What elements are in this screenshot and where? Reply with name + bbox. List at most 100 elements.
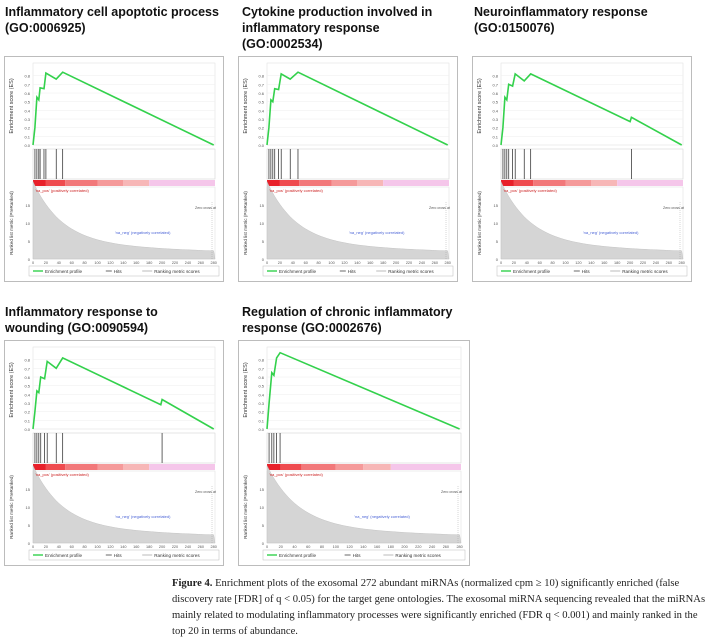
- color-bar-segment: [331, 180, 358, 186]
- rank-tick-label: 15: [26, 487, 31, 492]
- x-tick-label: 140: [360, 545, 366, 549]
- x-tick-label: 120: [346, 545, 352, 549]
- x-tick-label: 240: [419, 261, 425, 265]
- color-bar-segment: [65, 464, 98, 470]
- rank-tick-label: 0: [28, 541, 31, 546]
- es-tick-label: 0.6: [24, 91, 30, 96]
- ranking-metric-area: [266, 465, 462, 544]
- x-tick-label: 40: [57, 545, 61, 549]
- x-tick-label: 0: [32, 545, 34, 549]
- legend-ranking-label: Ranking metric scores: [154, 553, 200, 558]
- legend-enrichment-label: Enrichment profile: [513, 269, 550, 274]
- es-tick-label: 0.1: [492, 134, 498, 139]
- x-tick-label: 280: [456, 545, 462, 549]
- es-tick-label: 0.5: [24, 384, 30, 389]
- legend-hits-label: Hits: [348, 269, 357, 274]
- x-tick-label: 80: [317, 261, 321, 265]
- color-bar-segment: [357, 180, 384, 186]
- rank-tick-label: 15: [260, 487, 265, 492]
- color-bar-segment: [267, 464, 281, 470]
- x-tick-label: 260: [666, 261, 672, 265]
- es-tick-label: 0.0: [24, 427, 30, 432]
- panel-title: Cytokine production involved in inflammat…: [242, 5, 433, 51]
- es-tick-label: 0.1: [258, 134, 264, 139]
- x-tick-label: 260: [198, 545, 204, 549]
- neg-label: 'na_neg' (negatively correlated): [115, 230, 171, 235]
- x-tick-label: 120: [341, 261, 347, 265]
- x-tick-label: 60: [70, 545, 74, 549]
- gsea-plot-1: 0.8 0.7 0.6 0.5 0.4 0.3 0.2 0.1 0.0 Enrichment sc…: [238, 56, 458, 282]
- color-bar-segment: [299, 180, 332, 186]
- es-tick-label: 0.6: [258, 91, 264, 96]
- color-bar-segment: [565, 180, 592, 186]
- pos-label: 'na_pos' (positively correlated): [35, 472, 89, 477]
- x-tick-label: 140: [120, 545, 126, 549]
- rank-tick-label: 5: [262, 523, 265, 528]
- x-tick-label: 60: [306, 545, 310, 549]
- es-tick-label: 0.7: [258, 366, 264, 371]
- color-bar-segment: [97, 464, 124, 470]
- es-tick-label: 0.2: [258, 126, 264, 131]
- panel-title: Regulation of chronic inflammatory respon…: [242, 305, 453, 335]
- legend-enrichment-label: Enrichment profile: [279, 553, 316, 558]
- x-tick-label: 140: [120, 261, 126, 265]
- es-tick-label: 0.4: [258, 392, 264, 397]
- color-bar-segment: [123, 464, 150, 470]
- color-bar-segment: [280, 464, 302, 470]
- panel-title: Neuroinflammatory response (GO:0150076): [474, 5, 648, 35]
- es-curve: [266, 351, 460, 430]
- es-axis-label: Enrichment score (ES): [243, 362, 249, 417]
- es-tick-label: 0.3: [24, 117, 30, 122]
- x-tick-label: 220: [415, 545, 421, 549]
- x-tick-label: 20: [44, 261, 48, 265]
- es-curve: [32, 71, 215, 146]
- rank-tick-label: 5: [496, 239, 499, 244]
- rank-tick-label: 10: [260, 505, 265, 510]
- legend-box: [262, 265, 454, 277]
- color-bar-segment: [65, 180, 98, 186]
- x-tick-label: 80: [83, 261, 87, 265]
- x-tick-label: 140: [354, 261, 360, 265]
- x-tick-label: 180: [146, 545, 152, 549]
- x-tick-label: 100: [94, 545, 100, 549]
- rank-axis-label: Ranked list metric (PreRanked): [9, 191, 14, 255]
- x-tick-label: 240: [653, 261, 659, 265]
- rank-axis-label: Ranked list metric (PreRanked): [477, 191, 482, 255]
- zero-cross-label: Zero cross at: [195, 490, 216, 494]
- x-tick-label: 160: [374, 545, 380, 549]
- x-tick-label: 120: [575, 261, 581, 265]
- color-bar-segment: [533, 180, 566, 186]
- zero-cross-label: Zero cross at: [429, 206, 450, 210]
- es-tick-label: 0.0: [258, 143, 264, 148]
- x-tick-label: 240: [185, 545, 191, 549]
- x-tick-label: 180: [146, 261, 152, 265]
- gsea-svg: 0.8 0.7 0.6 0.5 0.4 0.3 0.2 0.1 0.0 Enrichment sc…: [243, 346, 466, 561]
- legend-box: [496, 265, 688, 277]
- es-tick-label: 0.3: [258, 401, 264, 406]
- figure-caption: Figure 4. Enrichment plots of the exosom…: [172, 576, 707, 640]
- es-tick-label: 0.2: [258, 410, 264, 415]
- x-tick-label: 280: [211, 261, 217, 265]
- hits-area: [32, 148, 216, 180]
- es-tick-label: 0.7: [24, 82, 30, 87]
- gsea-svg: 0.8 0.7 0.6 0.5 0.4 0.3 0.2 0.1 0.0 Enrichment sc…: [9, 62, 220, 277]
- ranking-metric-area: [32, 465, 216, 544]
- neg-label: 'na_neg' (negatively correlated): [115, 514, 171, 519]
- x-tick-label: 20: [44, 545, 48, 549]
- es-tick-label: 0.5: [492, 100, 498, 105]
- hits-area: [500, 148, 684, 180]
- gsea-svg: 0.8 0.7 0.6 0.5 0.4 0.3 0.2 0.1 0.0 Enrichment sc…: [9, 346, 220, 561]
- es-tick-label: 0.4: [492, 108, 498, 113]
- color-bar-segment: [267, 180, 280, 186]
- es-tick-label: 0.7: [492, 82, 498, 87]
- x-tick-label: 0: [266, 545, 268, 549]
- es-tick-label: 0.4: [24, 392, 30, 397]
- es-tick-label: 0.5: [258, 100, 264, 105]
- pos-label: 'na_pos' (positively correlated): [269, 472, 323, 477]
- pos-label: 'na_pos' (positively correlated): [269, 188, 323, 193]
- es-tick-label: 0.2: [24, 126, 30, 131]
- rank-tick-label: 10: [26, 221, 31, 226]
- es-tick-label: 0.0: [492, 143, 498, 148]
- color-bar-segment: [149, 180, 215, 186]
- rank-tick-label: 5: [28, 523, 31, 528]
